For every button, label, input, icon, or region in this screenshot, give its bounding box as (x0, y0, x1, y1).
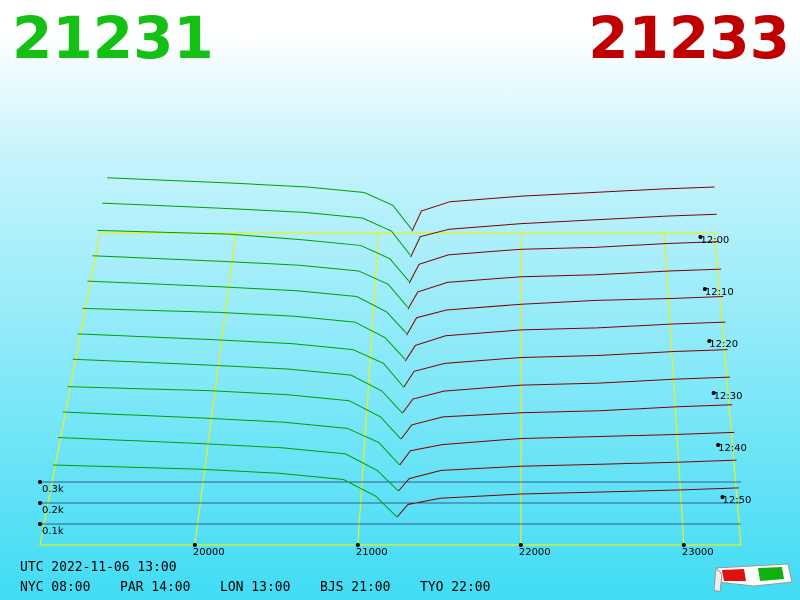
ask-depth-line (396, 487, 739, 518)
bid-depth-line (92, 255, 409, 308)
clock: NYC 08:00 (20, 580, 91, 595)
time-tick-label: 12:30 (714, 391, 743, 402)
bid-depth-line (102, 202, 411, 256)
tick-mark (711, 391, 716, 395)
grid-line (357, 232, 380, 546)
tick-mark (518, 543, 523, 547)
tick-mark (681, 543, 686, 547)
tick-mark (707, 339, 712, 343)
ask-depth-line (410, 213, 717, 258)
bid-depth-line (107, 177, 413, 230)
tick-mark (716, 443, 721, 447)
ask-depth-line (408, 241, 719, 284)
bid-depth-line (62, 411, 400, 466)
grid-line (520, 232, 523, 546)
tick-mark (698, 235, 703, 239)
time-tick-label: 12:40 (718, 443, 747, 454)
tick-mark (38, 501, 42, 505)
z-tick-label: 0.3k (42, 484, 64, 495)
bid-depth-line (53, 464, 398, 518)
bid-depth-line (97, 229, 410, 282)
ask-depth-line (400, 404, 733, 440)
tick-mark (192, 543, 197, 547)
ask-depth-line (406, 296, 724, 336)
x-tick-label: 20000 (193, 547, 225, 558)
x-tick-label: 22000 (519, 547, 551, 558)
tick-mark (720, 495, 725, 499)
ask-depth-line (411, 186, 715, 232)
clock: TYO 22:00 (420, 580, 491, 595)
x-tick-label: 23000 (682, 547, 714, 558)
bid-depth-line (72, 358, 403, 414)
ask-depth-line (403, 349, 728, 388)
utc-time: UTC 2022-11-06 13:00 (20, 560, 177, 575)
time-tick-label: 12:20 (709, 339, 738, 350)
bid-price: 21231 (12, 4, 214, 72)
ask-depth-line (398, 459, 737, 492)
time-tick-label: 12:50 (722, 495, 751, 506)
z-tick-label: 0.1k (42, 526, 64, 537)
x-tick-label: 21000 (356, 547, 388, 558)
tick-mark (355, 543, 360, 547)
bid-depth-line (77, 333, 404, 388)
3d-glasses-icon (714, 563, 793, 593)
tick-mark (38, 522, 42, 526)
bid-depth-line (67, 386, 402, 440)
time-tick-label: 12:10 (705, 287, 734, 298)
grid-line (663, 232, 685, 546)
clock: PAR 14:00 (120, 580, 191, 595)
ask-depth-line (402, 376, 730, 414)
grid-line (194, 232, 237, 546)
bid-depth-line (82, 307, 406, 360)
floor (39, 232, 742, 546)
ask-price: 21233 (588, 4, 790, 72)
tick-mark (38, 480, 42, 484)
bid-depth-line (57, 436, 399, 492)
clock: BJS 21:00 (320, 580, 391, 595)
ask-depth-line (404, 321, 726, 362)
ask-depth-line (407, 268, 722, 310)
time-tick-label: 12:00 (700, 235, 729, 246)
clock: LON 13:00 (220, 580, 291, 595)
bid-depth-line (87, 280, 407, 334)
tick-mark (702, 287, 707, 291)
z-tick-label: 0.2k (42, 505, 64, 516)
ask-depth-line (399, 431, 735, 466)
